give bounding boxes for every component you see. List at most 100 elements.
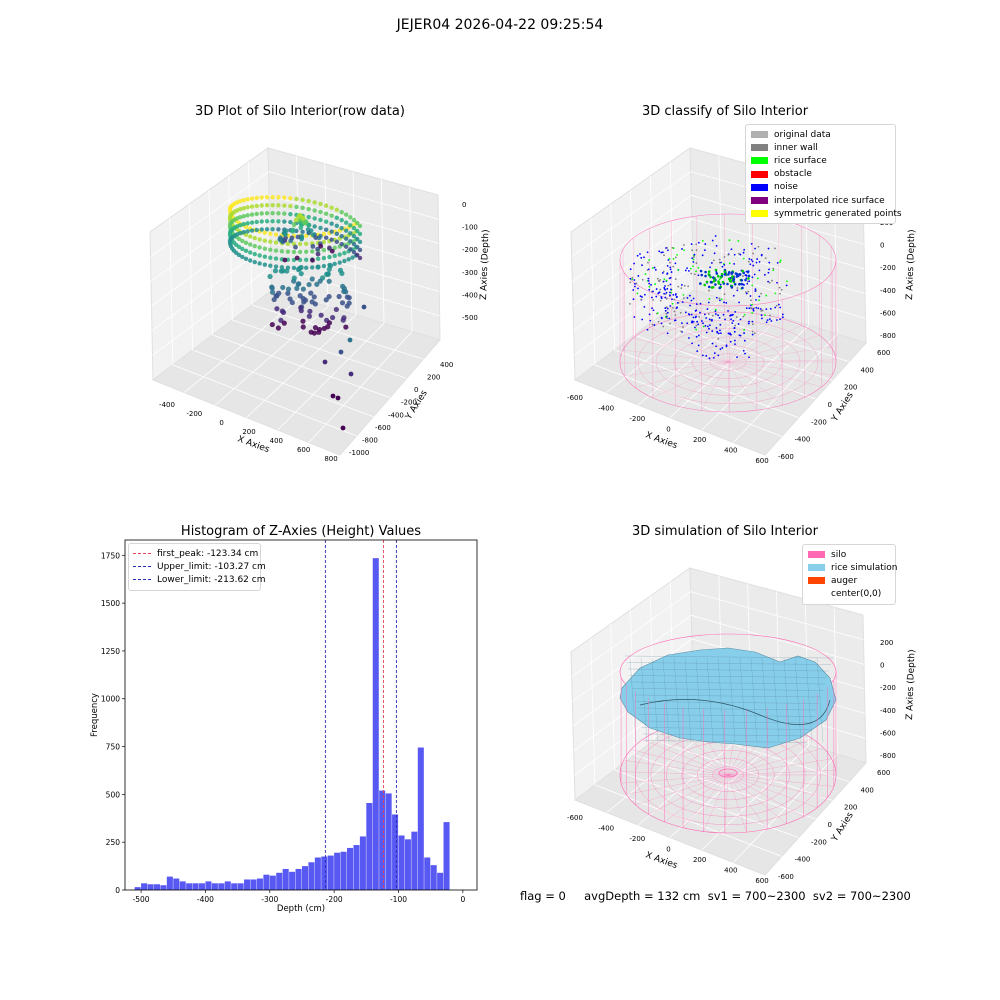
- data-point: [720, 261, 722, 264]
- data-point: [747, 322, 750, 325]
- data-point: [672, 247, 675, 250]
- data-point: [748, 320, 750, 323]
- data-point: [664, 285, 666, 287]
- data-point: [746, 282, 749, 285]
- data-point: [270, 202, 275, 208]
- data-point: [361, 304, 367, 310]
- data-point: [288, 219, 293, 225]
- data-point: [697, 323, 700, 326]
- data-point: [272, 268, 279, 274]
- data-point: [267, 273, 273, 280]
- panel3-title: Histogram of Z-Axies (Height) Values: [180, 524, 422, 539]
- data-point: [675, 307, 678, 309]
- histogram-bar: [224, 881, 231, 890]
- data-point: [756, 258, 759, 260]
- data-point: [699, 302, 702, 305]
- data-point: [756, 277, 759, 280]
- data-point: [646, 328, 649, 331]
- data-point: [323, 227, 329, 232]
- data-point: [736, 356, 738, 358]
- data-point: [765, 308, 768, 311]
- histogram-bar: [211, 883, 218, 890]
- data-point: [318, 201, 323, 207]
- data-point: [334, 223, 340, 229]
- data-point: [270, 218, 275, 224]
- data-point: [643, 305, 646, 308]
- data-point: [664, 288, 667, 291]
- data-point: [716, 274, 720, 278]
- data-point: [306, 206, 311, 212]
- data-point: [755, 306, 758, 309]
- data-point: [665, 312, 668, 315]
- data-point: [273, 232, 279, 237]
- data-point: [355, 220, 360, 226]
- z-tick-label: -400: [880, 287, 896, 295]
- data-point: [629, 277, 632, 280]
- data-point: [348, 231, 353, 236]
- data-point: [243, 256, 249, 261]
- data-point: [300, 318, 306, 324]
- data-point: [306, 214, 311, 220]
- data-point: [290, 227, 296, 233]
- data-point: [310, 257, 315, 263]
- x-tick-label: 0: [219, 419, 223, 427]
- legend-item: first_peak: -123.34 cm: [133, 547, 258, 560]
- surface-mesh-line: [728, 657, 736, 743]
- data-point: [729, 278, 732, 282]
- x-tick-label: 400: [724, 867, 737, 875]
- data-point: [749, 263, 752, 266]
- data-point: [653, 324, 656, 326]
- data-point: [687, 270, 690, 272]
- data-point: [674, 314, 677, 316]
- histogram-bar: [385, 793, 392, 890]
- silo-floor-spoke: [727, 774, 747, 833]
- data-point: [736, 289, 739, 292]
- data-point: [254, 195, 259, 201]
- data-point: [705, 317, 708, 319]
- data-point: [339, 217, 344, 223]
- data-point: [751, 276, 754, 279]
- data-point: [641, 264, 643, 267]
- data-point: [754, 288, 757, 291]
- y-tick-label: -800: [362, 436, 378, 444]
- data-point: [715, 345, 717, 348]
- silo-floor-spoke: [682, 774, 729, 828]
- x-tick-label: 200: [693, 436, 706, 444]
- silo-floor-spoke: [648, 774, 729, 815]
- surface-mesh-line: [640, 657, 648, 743]
- y-tick-label: 1500: [101, 599, 120, 608]
- histogram-bar: [392, 814, 399, 890]
- status-footer: flag = 0 avgDepth = 132 cm sv1 = 700~230…: [520, 889, 911, 903]
- data-point: [758, 295, 761, 298]
- data-point: [248, 242, 253, 247]
- data-point: [268, 239, 273, 244]
- y-tick-label: -200: [811, 418, 827, 426]
- data-point: [348, 223, 353, 228]
- data-point: [269, 285, 275, 291]
- data-point: [669, 322, 671, 325]
- data-point: [351, 249, 357, 255]
- data-point: [666, 307, 669, 310]
- data-point: [693, 273, 696, 276]
- data-point: [695, 324, 698, 327]
- data-point: [697, 344, 700, 347]
- data-point: [682, 293, 685, 296]
- data-point: [636, 254, 639, 257]
- data-point: [248, 258, 253, 263]
- data-point: [779, 261, 781, 263]
- data-point: [723, 263, 726, 266]
- z-tick-label: 0: [880, 242, 884, 250]
- histogram-bar: [166, 876, 173, 890]
- histogram-bar: [231, 883, 238, 890]
- silo-floor-spoke: [623, 760, 729, 776]
- data-point: [285, 249, 291, 254]
- grid-line: [571, 591, 864, 677]
- legend-label: Lower_limit: -213.62 cm: [157, 574, 266, 585]
- z-tick-label: -200: [880, 684, 896, 692]
- silo-floor-spoke: [727, 317, 779, 363]
- x-tick-label: 0: [666, 846, 670, 854]
- data-point: [629, 268, 632, 271]
- data-point: [327, 254, 332, 260]
- data-point: [336, 293, 342, 300]
- data-point: [768, 318, 771, 321]
